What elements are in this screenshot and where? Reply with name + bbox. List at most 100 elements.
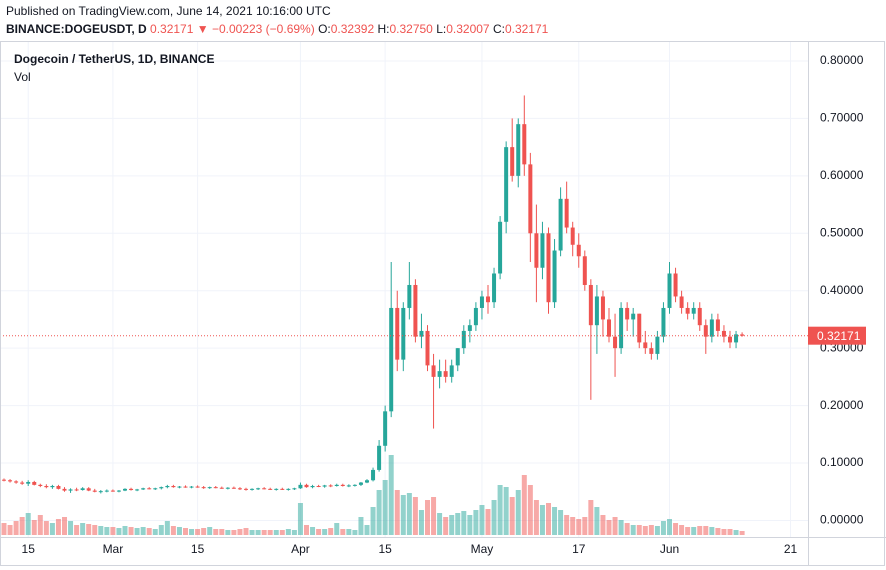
volume-bar bbox=[13, 521, 19, 535]
candle-body bbox=[419, 330, 424, 337]
candle-body bbox=[594, 296, 599, 326]
candle-body bbox=[123, 488, 127, 491]
volume-bar bbox=[80, 523, 86, 535]
price-change: ▼ −0.00223 (−0.69%) bbox=[197, 22, 315, 36]
candle-body bbox=[32, 481, 37, 485]
volume-bar bbox=[660, 521, 666, 535]
volume-bar bbox=[98, 526, 104, 535]
candle-body bbox=[425, 330, 430, 366]
candle-body bbox=[201, 487, 206, 489]
volume-bar bbox=[158, 525, 164, 535]
candle-body bbox=[449, 365, 454, 377]
volume-bar bbox=[606, 520, 612, 535]
volume-bar bbox=[116, 528, 122, 535]
candle-body bbox=[492, 273, 497, 303]
candle-body bbox=[244, 488, 248, 490]
candle-body bbox=[92, 490, 97, 492]
volume-bar bbox=[673, 523, 679, 535]
candle-body bbox=[56, 485, 61, 489]
volume-bar bbox=[618, 520, 624, 535]
volume-bar bbox=[564, 515, 570, 535]
volume-bar bbox=[467, 515, 473, 535]
volume-bar bbox=[207, 527, 213, 535]
candle-body bbox=[322, 485, 327, 487]
volume-bar bbox=[697, 526, 703, 535]
candle-body bbox=[334, 484, 339, 486]
volume-bar bbox=[588, 500, 594, 535]
y-tick-label: 0.20000 bbox=[820, 398, 864, 412]
x-tick-label: Apr bbox=[291, 542, 310, 556]
volume-bar bbox=[43, 521, 49, 535]
volume-bar bbox=[546, 503, 551, 535]
ohlc-value: 0.32171 bbox=[505, 22, 549, 36]
volume-bar bbox=[539, 505, 545, 535]
volume-bar bbox=[636, 525, 642, 535]
volume-bar bbox=[261, 530, 267, 535]
candle-body bbox=[262, 488, 267, 490]
candle-body bbox=[74, 489, 79, 491]
candle-body bbox=[685, 307, 690, 314]
volume-bar bbox=[437, 513, 443, 535]
volume-bar bbox=[715, 528, 721, 535]
volume-bar bbox=[582, 517, 588, 535]
volume-bar bbox=[255, 530, 261, 535]
y-tick-label: 0.00000 bbox=[820, 513, 864, 527]
volume-bar bbox=[316, 529, 322, 535]
candle-body bbox=[147, 488, 152, 490]
volume-bar bbox=[176, 527, 182, 535]
candle-body bbox=[352, 484, 357, 486]
candle-body bbox=[431, 365, 436, 377]
candle-body bbox=[625, 307, 630, 320]
candle-body bbox=[558, 198, 563, 251]
volume-bar bbox=[273, 530, 279, 535]
candle-body bbox=[607, 319, 611, 337]
candle-body bbox=[721, 330, 726, 337]
candle-body bbox=[250, 488, 255, 490]
x-tick-label: May bbox=[471, 542, 494, 556]
candle-body bbox=[316, 485, 321, 487]
candle-body bbox=[522, 124, 527, 165]
volume-bar bbox=[225, 530, 231, 535]
volume-bar bbox=[92, 525, 98, 535]
candle-body bbox=[2, 479, 6, 481]
ohlc-value: 0.32750 bbox=[389, 22, 433, 36]
volume-bar bbox=[443, 517, 449, 535]
candle-body bbox=[286, 488, 291, 490]
candle-body bbox=[613, 336, 618, 349]
y-tick-label: 0.70000 bbox=[820, 111, 864, 125]
candle-body bbox=[661, 307, 666, 337]
candle-body bbox=[649, 348, 654, 354]
candle-body bbox=[274, 488, 279, 490]
volume-bar bbox=[515, 490, 521, 535]
volume-bar bbox=[358, 517, 364, 535]
volume-bar bbox=[279, 530, 285, 535]
volume-bar bbox=[55, 519, 61, 535]
volume-bar bbox=[576, 519, 582, 535]
candle-body bbox=[588, 284, 593, 326]
volume-bar bbox=[727, 529, 733, 535]
volume-bar bbox=[328, 528, 334, 535]
candle-body bbox=[740, 334, 745, 336]
volume-bar bbox=[431, 497, 437, 535]
volume-bar bbox=[140, 527, 146, 535]
candle-body bbox=[576, 244, 581, 257]
grid bbox=[0, 41, 808, 537]
candle-body bbox=[44, 485, 49, 488]
volume-bar bbox=[600, 515, 606, 535]
volume-bar bbox=[122, 526, 128, 535]
volume-bar bbox=[624, 523, 630, 535]
candle-body bbox=[383, 411, 388, 446]
last-price: 0.32171 bbox=[150, 22, 194, 36]
volume-bar bbox=[340, 529, 346, 535]
candle-body bbox=[256, 488, 261, 490]
ohlc-value: 0.32007 bbox=[446, 22, 490, 36]
candle-body bbox=[231, 487, 236, 489]
volume-bar bbox=[558, 510, 564, 535]
volume-bar bbox=[19, 517, 25, 535]
volume-bar bbox=[388, 455, 394, 535]
last-price-label: 0.32171 bbox=[817, 329, 861, 343]
candle-body bbox=[129, 488, 134, 491]
candle-body bbox=[26, 481, 31, 484]
candle-body bbox=[455, 348, 460, 366]
volume-bar bbox=[1, 523, 7, 535]
